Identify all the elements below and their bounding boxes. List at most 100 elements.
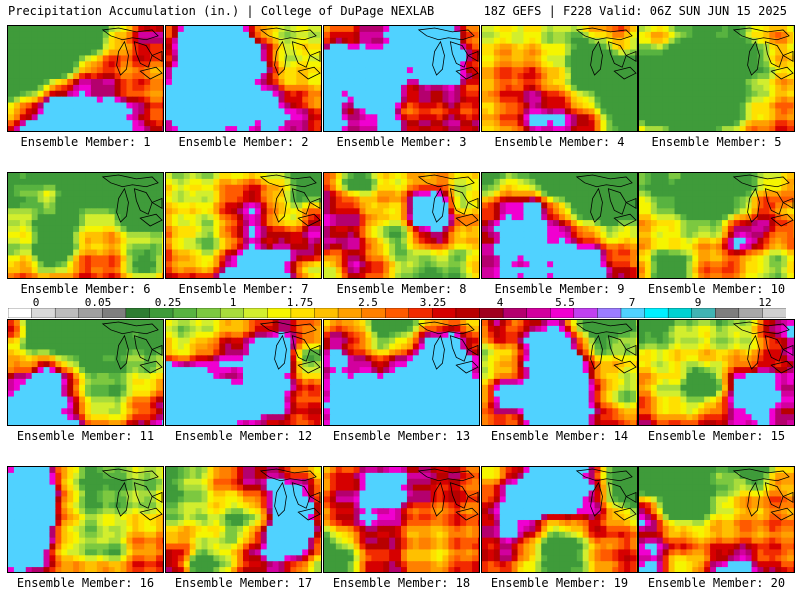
colorbar-swatch — [550, 308, 575, 318]
great-lakes-outline — [732, 468, 794, 521]
ensemble-member-map — [638, 25, 795, 132]
colorbar-swatch — [762, 308, 786, 318]
ensemble-member-map — [638, 172, 795, 279]
colorbar-swatch — [102, 308, 127, 318]
ensemble-member-map — [165, 319, 322, 426]
precip-field — [8, 173, 163, 278]
great-lakes-outline — [575, 468, 637, 521]
colorbar-swatch — [432, 308, 457, 318]
map-title: Precipitation Accumulation (in.) | Colle… — [8, 4, 435, 18]
precip-field — [639, 26, 794, 131]
ensemble-member-label: Ensemble Member: 4 — [494, 135, 625, 149]
colorbar-tick-label: 2.5 — [358, 296, 378, 309]
great-lakes-outline — [417, 174, 479, 227]
ensemble-member-map — [638, 466, 795, 573]
ensemble-member-map — [481, 172, 638, 279]
precip-field — [166, 320, 321, 425]
colorbar-swatch — [502, 308, 528, 318]
precip-field — [166, 467, 321, 572]
precip-field — [324, 173, 479, 278]
great-lakes-outline — [259, 468, 321, 521]
colorbar-tick-label: 0.25 — [154, 296, 182, 309]
colorbar-swatch — [290, 308, 316, 318]
ensemble-member-map — [165, 466, 322, 573]
great-lakes-outline — [732, 27, 794, 80]
ensemble-member-label: Ensemble Member: 15 — [647, 429, 786, 443]
colorbar-tick-label: 1.75 — [286, 296, 314, 309]
colorbar-swatch — [361, 308, 386, 318]
ensemble-member-label: Ensemble Member: 2 — [178, 135, 309, 149]
colorbar-tick-label: 0.05 — [84, 296, 112, 309]
ensemble-member-label: Ensemble Member: 10 — [647, 282, 786, 296]
ensemble-member-map — [323, 466, 480, 573]
colorbar-swatch — [644, 308, 669, 318]
ensemble-member-map — [7, 466, 164, 573]
precip-field — [639, 173, 794, 278]
precip-field — [639, 467, 794, 572]
ensemble-member-label: Ensemble Member: 9 — [494, 282, 625, 296]
ensemble-member-label: Ensemble Member: 16 — [16, 576, 155, 590]
great-lakes-outline — [732, 321, 794, 374]
ensemble-member-label: Ensemble Member: 18 — [332, 576, 471, 590]
colorbar-tick-label: 12 — [758, 296, 772, 309]
precip-field — [639, 320, 794, 425]
precip-field — [166, 26, 321, 131]
ensemble-member-label: Ensemble Member: 1 — [20, 135, 151, 149]
colorbar-tick-label: 7 — [628, 296, 636, 309]
ensemble-member-map — [165, 172, 322, 279]
colorbar-swatch — [54, 308, 80, 318]
colorbar-swatch — [125, 308, 151, 318]
colorbar-tick-label: 9 — [694, 296, 702, 309]
precip-field — [324, 320, 479, 425]
ensemble-member-label: Ensemble Member: 14 — [490, 429, 629, 443]
ensemble-member-map — [7, 172, 164, 279]
precip-field — [482, 173, 637, 278]
colorbar-swatch — [78, 308, 104, 318]
great-lakes-outline — [259, 27, 321, 80]
colorbar-swatch — [385, 308, 410, 318]
colorbar-tick-label: 3.25 — [419, 296, 447, 309]
colorbar-swatch — [243, 308, 269, 318]
great-lakes-outline — [575, 27, 637, 80]
colorbar-swatch — [267, 308, 292, 318]
great-lakes-outline — [575, 321, 637, 374]
colorbar-swatch — [8, 308, 33, 318]
precip-field — [8, 26, 163, 131]
precip-field — [482, 26, 637, 131]
ensemble-member-label: Ensemble Member: 13 — [332, 429, 471, 443]
colorbar-swatch — [691, 308, 716, 318]
great-lakes-outline — [575, 174, 637, 227]
ensemble-member-map — [7, 25, 164, 132]
run-info: 18Z GEFS | F228 Valid: 06Z SUN JUN 15 20… — [483, 4, 787, 18]
precip-field — [482, 467, 637, 572]
ensemble-member-label: Ensemble Member: 6 — [20, 282, 151, 296]
precip-field — [482, 320, 637, 425]
colorbar-tick-label: 1 — [229, 296, 237, 309]
ensemble-member-label: Ensemble Member: 3 — [336, 135, 467, 149]
colorbar-tick-label: 0 — [32, 296, 40, 309]
colorbar-swatch — [597, 308, 622, 318]
ensemble-member-label: Ensemble Member: 17 — [174, 576, 313, 590]
precip-field — [8, 320, 163, 425]
ensemble-member-map — [481, 466, 638, 573]
great-lakes-outline — [101, 174, 163, 227]
colorbar-swatch — [314, 308, 339, 318]
colorbar-swatch — [479, 308, 504, 318]
ensemble-member-map — [323, 172, 480, 279]
ensemble-member-label: Ensemble Member: 12 — [174, 429, 313, 443]
ensemble-member-label: Ensemble Member: 7 — [178, 282, 309, 296]
colorbar-tick-label: 4 — [496, 296, 504, 309]
ensemble-member-label: Ensemble Member: 8 — [336, 282, 467, 296]
ensemble-member-map — [165, 25, 322, 132]
great-lakes-outline — [417, 321, 479, 374]
colorbar-swatch — [620, 308, 646, 318]
ensemble-member-map — [481, 319, 638, 426]
great-lakes-outline — [417, 27, 479, 80]
colorbar-swatch — [573, 308, 599, 318]
colorbar-swatch — [172, 308, 198, 318]
colorbar-swatch — [455, 308, 481, 318]
ensemble-member-map — [323, 319, 480, 426]
great-lakes-outline — [101, 321, 163, 374]
colorbar-swatch — [337, 308, 363, 318]
great-lakes-outline — [101, 468, 163, 521]
